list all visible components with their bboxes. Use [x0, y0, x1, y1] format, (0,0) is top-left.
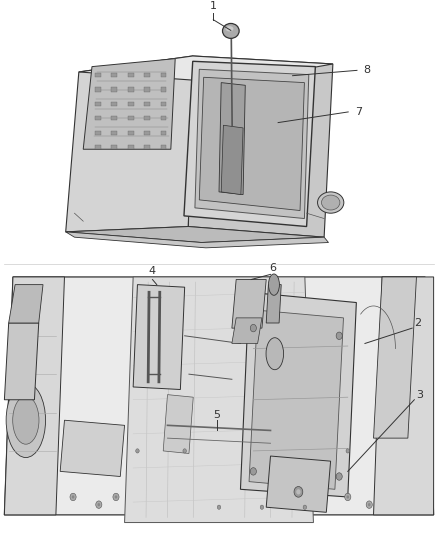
- Circle shape: [217, 505, 221, 510]
- Polygon shape: [184, 61, 315, 227]
- Bar: [144, 116, 150, 120]
- Polygon shape: [66, 227, 324, 243]
- Polygon shape: [163, 394, 193, 454]
- Bar: [144, 102, 150, 106]
- Ellipse shape: [223, 23, 239, 38]
- Ellipse shape: [266, 338, 283, 370]
- Bar: [161, 145, 166, 149]
- Bar: [128, 116, 134, 120]
- Circle shape: [303, 505, 307, 510]
- Circle shape: [345, 493, 351, 500]
- Bar: [144, 145, 150, 149]
- Bar: [111, 131, 117, 135]
- Polygon shape: [221, 125, 243, 195]
- Text: 2: 2: [414, 318, 421, 328]
- Circle shape: [296, 489, 300, 495]
- Polygon shape: [240, 292, 357, 497]
- Circle shape: [113, 493, 119, 500]
- Bar: [161, 73, 166, 77]
- Text: 6: 6: [269, 263, 276, 273]
- Circle shape: [72, 495, 74, 498]
- Text: 3: 3: [417, 390, 424, 400]
- Polygon shape: [232, 318, 262, 343]
- Circle shape: [250, 325, 256, 332]
- Polygon shape: [4, 277, 64, 515]
- Polygon shape: [249, 310, 343, 489]
- Circle shape: [260, 505, 264, 510]
- Bar: [95, 131, 101, 135]
- Circle shape: [96, 501, 102, 508]
- Bar: [161, 87, 166, 92]
- Polygon shape: [66, 232, 328, 248]
- Polygon shape: [133, 285, 185, 390]
- Bar: [144, 73, 150, 77]
- Circle shape: [346, 449, 350, 453]
- Text: 1: 1: [210, 1, 217, 11]
- Bar: [128, 102, 134, 106]
- Circle shape: [183, 449, 187, 453]
- Bar: [111, 145, 117, 149]
- Bar: [144, 131, 150, 135]
- Bar: [161, 116, 166, 120]
- Polygon shape: [9, 285, 43, 323]
- Circle shape: [366, 501, 372, 508]
- Polygon shape: [374, 277, 434, 515]
- Circle shape: [294, 487, 303, 497]
- Bar: [95, 145, 101, 149]
- Circle shape: [321, 503, 323, 506]
- Circle shape: [136, 449, 139, 453]
- Ellipse shape: [226, 26, 233, 31]
- Bar: [95, 87, 101, 92]
- Ellipse shape: [321, 195, 340, 210]
- Polygon shape: [188, 56, 333, 237]
- Bar: [161, 131, 166, 135]
- Bar: [95, 102, 101, 106]
- Polygon shape: [266, 456, 331, 512]
- Circle shape: [250, 467, 256, 475]
- Bar: [111, 73, 117, 77]
- Polygon shape: [83, 59, 175, 149]
- Circle shape: [319, 501, 325, 508]
- Polygon shape: [4, 277, 434, 515]
- Circle shape: [368, 503, 371, 506]
- Bar: [111, 87, 117, 92]
- Bar: [128, 145, 134, 149]
- Circle shape: [70, 493, 76, 500]
- Polygon shape: [232, 279, 266, 328]
- Bar: [161, 102, 166, 106]
- Polygon shape: [374, 277, 417, 438]
- Polygon shape: [124, 277, 314, 522]
- Bar: [144, 87, 150, 92]
- Polygon shape: [4, 323, 39, 400]
- Circle shape: [115, 495, 117, 498]
- Polygon shape: [219, 83, 245, 195]
- Polygon shape: [66, 56, 193, 232]
- Ellipse shape: [13, 396, 39, 444]
- Polygon shape: [60, 420, 124, 477]
- Bar: [128, 73, 134, 77]
- Bar: [128, 131, 134, 135]
- Polygon shape: [195, 69, 309, 219]
- Circle shape: [346, 495, 349, 498]
- Text: 4: 4: [149, 265, 156, 276]
- Bar: [95, 116, 101, 120]
- Polygon shape: [199, 77, 304, 211]
- Ellipse shape: [318, 192, 344, 213]
- Text: 8: 8: [364, 66, 371, 75]
- Circle shape: [336, 332, 342, 340]
- Polygon shape: [266, 285, 281, 323]
- Ellipse shape: [268, 274, 279, 295]
- Text: 7: 7: [355, 107, 362, 117]
- Circle shape: [98, 503, 100, 506]
- Bar: [111, 102, 117, 106]
- Polygon shape: [79, 56, 333, 83]
- Circle shape: [336, 473, 342, 480]
- Bar: [128, 87, 134, 92]
- Text: 5: 5: [213, 410, 220, 420]
- Bar: [95, 73, 101, 77]
- Ellipse shape: [6, 383, 46, 457]
- Bar: [111, 116, 117, 120]
